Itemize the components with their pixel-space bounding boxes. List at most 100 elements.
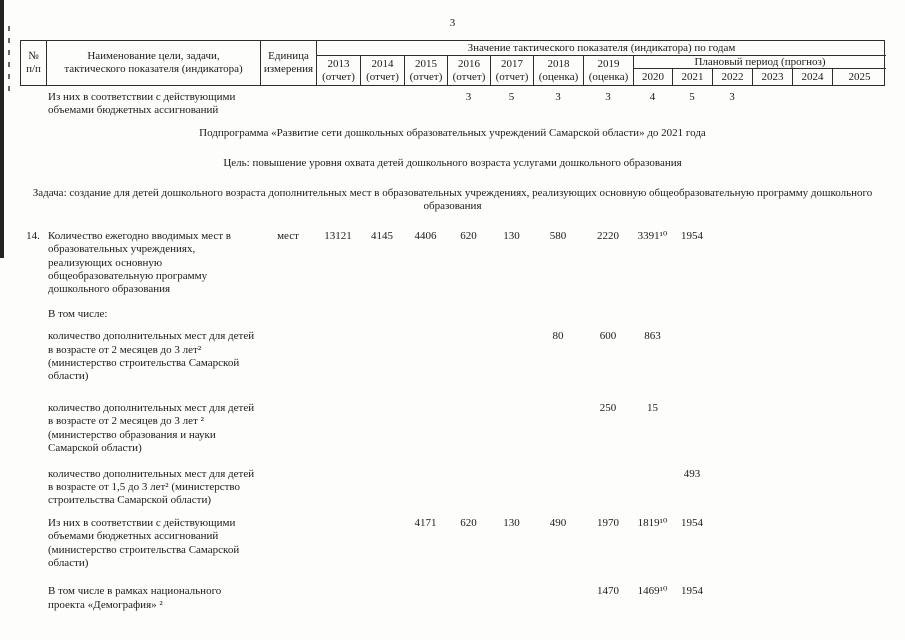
row-value-2018: 80 — [552, 330, 564, 343]
row-value-2016: 3 — [465, 91, 472, 103]
row-value-2018: 490 — [549, 516, 567, 529]
row-name: количество дополнительных мест для детей… — [48, 330, 255, 383]
row-value-2018: 580 — [549, 229, 567, 242]
year-column-header: 2014 (отчет) — [361, 56, 405, 85]
row-value-2022 — [712, 308, 752, 321]
year-column-header: 2016 (отчет) — [448, 56, 491, 85]
table-row: количество дополнительных мест для детей… — [20, 402, 885, 456]
row-value-2014 — [360, 585, 404, 612]
row-value-2023 — [752, 517, 792, 571]
row-number — [20, 468, 46, 508]
row-value-2018 — [533, 308, 583, 321]
row-value-2013: 13121 — [324, 229, 352, 242]
row-value-2025 — [832, 517, 885, 571]
row-value-2020: 4 — [649, 91, 656, 103]
row-value-2016 — [447, 330, 490, 384]
row-value-2014: 4145 — [371, 229, 393, 242]
col-header-unit-line2: измерения — [263, 63, 314, 75]
row-value-2018: 3 — [555, 91, 561, 103]
table-row: Из них в соответствии с действующими объ… — [20, 91, 885, 118]
year-column-header: 2013 (отчет) — [317, 56, 361, 85]
row-value-2015: 4406 — [414, 229, 437, 242]
row-value-2016 — [447, 585, 490, 612]
row-value-2014 — [360, 517, 404, 571]
row-value-2017 — [490, 308, 533, 321]
row-value-2021: 1954 — [681, 585, 703, 598]
row-value-2015: 4171 — [414, 516, 437, 529]
row-value-2015 — [404, 91, 447, 118]
row-name: В том числе в рамках национального проек… — [48, 585, 222, 611]
row-value-2023 — [752, 308, 792, 321]
row-value-2020: 15 — [647, 401, 658, 414]
row-number: 14. — [26, 229, 40, 242]
row-name: количество дополнительных мест для детей… — [48, 401, 255, 455]
row-value-2019 — [583, 468, 633, 508]
row-value-2013 — [316, 91, 360, 118]
row-value-2013 — [316, 585, 360, 612]
row-value-2023 — [752, 468, 792, 508]
row-number — [20, 330, 46, 384]
col-header-name-line2: тактического показателя (индикатора) — [64, 63, 243, 75]
plan-year-columns: 2020 2021 2022 2023 2024 2025 — [634, 69, 886, 85]
row-value-2024 — [792, 230, 832, 297]
plan-period-header: Плановый период (прогноз) 2020 2021 2022 20… — [634, 56, 886, 85]
indicators-table: № п/п Наименование цели, задачи, тактиче… — [20, 40, 886, 612]
row-value-2022 — [712, 585, 752, 612]
row-value-2014 — [360, 330, 404, 384]
table-body: Из них в соответствии с действующими объ… — [20, 91, 885, 612]
row-value-2025 — [832, 402, 885, 456]
row-value-2017 — [490, 330, 533, 384]
plan-year-header: 2023 — [753, 69, 793, 85]
row-value-2021: 1954 — [681, 229, 703, 242]
col-header-unit-line1: Единица — [268, 50, 309, 62]
row-unit — [260, 308, 316, 321]
row-value-2024 — [792, 91, 832, 118]
values-by-year-title: Значение тактического показателя (индика… — [317, 41, 886, 56]
row-value-2016 — [447, 308, 490, 321]
row-value-2020: 1469¹⁰ — [637, 585, 668, 598]
row-value-2017: 5 — [508, 91, 515, 103]
row-value-2017 — [490, 402, 533, 456]
row-value-2024 — [792, 517, 832, 571]
row-value-2021 — [672, 330, 712, 384]
row-value-2024 — [792, 308, 832, 321]
col-header-name: Наименование цели, задачи, тактического … — [47, 41, 261, 85]
row-value-2021: 1954 — [681, 516, 703, 529]
row-name: Количество ежегодно вводимых мест в обра… — [48, 229, 231, 296]
row-number — [20, 308, 46, 321]
row-value-2015 — [404, 308, 447, 321]
row-value-2022 — [712, 517, 752, 571]
row-name: количество дополнительных мест для детей… — [48, 467, 255, 507]
row-value-2021 — [672, 402, 712, 456]
page-number: 3 — [449, 17, 456, 29]
row-value-2023 — [752, 585, 792, 612]
plan-period-title: Плановый период (прогноз) — [634, 56, 886, 69]
year-column-header: 2018 (оценка) — [534, 56, 584, 85]
year-column-header: 2019 (оценка) — [584, 56, 634, 85]
row-value-2023 — [752, 330, 792, 384]
row-value-2025 — [832, 585, 885, 612]
table-header: № п/п Наименование цели, задачи, тактиче… — [20, 40, 886, 86]
row-value-2023 — [752, 91, 792, 118]
row-value-2019: 3 — [605, 91, 611, 103]
row-value-2020 — [633, 308, 672, 321]
row-value-2025 — [832, 308, 885, 321]
row-value-2025 — [832, 468, 885, 508]
row-value-2024 — [792, 330, 832, 384]
row-value-2020 — [633, 468, 672, 508]
plan-year-header: 2021 — [673, 69, 713, 85]
row-value-2016: 620 — [460, 516, 477, 529]
table-row: 14. Количество ежегодно вводимых мест в о… — [20, 230, 885, 297]
row-value-2019: 1470 — [597, 585, 619, 598]
row-value-2018 — [533, 468, 583, 508]
table-row: Из них в соответствии с действующими объ… — [20, 517, 885, 571]
row-value-2019: 250 — [599, 401, 617, 414]
table-row: количество дополнительных мест для детей… — [20, 330, 885, 384]
table-row: В том числе в рамках национального проек… — [20, 585, 885, 612]
scan-edge-artifact — [0, 0, 4, 258]
row-number — [20, 91, 46, 118]
year-column-header: 2017 (отчет) — [491, 56, 534, 85]
plan-year-header: 2024 — [793, 69, 833, 85]
section-heading-line: Задача: создание для детей дошкольного в… — [32, 186, 873, 212]
row-value-2016 — [447, 468, 490, 508]
